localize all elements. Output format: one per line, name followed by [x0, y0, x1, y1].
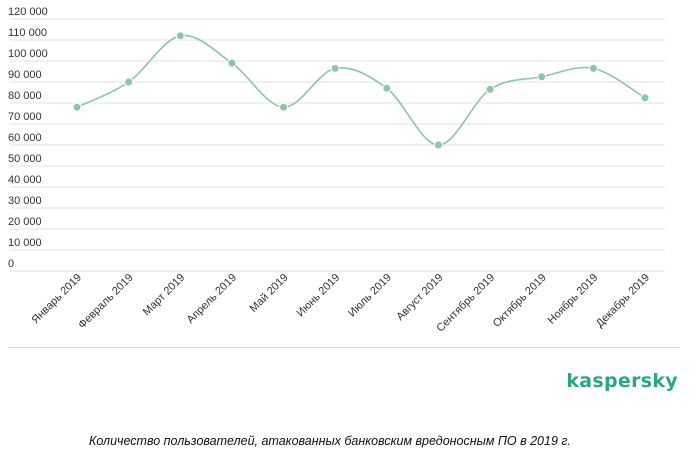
chart-caption: Количество пользователей, атакованных ба… — [88, 434, 572, 448]
y-tick-label: 30 000 — [8, 195, 42, 207]
grid-lines — [10, 18, 665, 272]
y-tick-label: 50 000 — [8, 153, 42, 165]
series-line — [76, 34, 646, 146]
data-point — [72, 102, 82, 112]
y-tick-label: 20 000 — [8, 216, 42, 228]
data-point — [588, 63, 598, 73]
y-tick-label: 60 000 — [8, 132, 42, 144]
data-point — [433, 140, 443, 150]
y-tick-label: 90 000 — [8, 69, 42, 81]
x-tick-label: Май 2019 — [247, 272, 290, 315]
x-tick-label: Декабрь 2019 — [594, 272, 652, 330]
data-point — [124, 77, 134, 87]
series-line-layer — [76, 34, 646, 146]
data-point — [640, 93, 650, 103]
data-point — [537, 72, 547, 82]
x-tick-label: Октябрь 2019 — [491, 272, 549, 330]
x-tick-label: Март 2019 — [141, 272, 188, 319]
line-chart: 0 10 000 20 000 30 000 40 000 50 000 60 000 70 … — [8, 6, 665, 335]
data-point — [382, 83, 392, 93]
y-tick-label: 80 000 — [8, 90, 42, 102]
y-tick-label: 120 000 — [8, 6, 48, 18]
y-tick-label: 10 000 — [8, 237, 42, 249]
data-points — [72, 31, 650, 150]
chart-divider — [8, 347, 680, 348]
x-tick-label: Июнь 2019 — [295, 272, 343, 320]
y-tick-label: 0 — [8, 258, 14, 270]
y-tick-label: 100 000 — [8, 48, 48, 60]
x-tick-label: Июль 2019 — [346, 272, 394, 320]
data-point — [485, 84, 495, 94]
data-point — [330, 63, 340, 73]
y-tick-label: 70 000 — [8, 111, 42, 123]
kaspersky-logo: kaspersky — [566, 370, 678, 392]
x-tick-label: Февраль 2019 — [76, 272, 136, 332]
x-tick-label: Январь 2019 — [30, 272, 85, 327]
data-point — [279, 102, 289, 112]
data-point — [175, 31, 185, 41]
y-tick-label: 40 000 — [8, 174, 42, 186]
y-axis-ticks: 0 10 000 20 000 30 000 40 000 50 000 60 000 70 … — [8, 6, 48, 270]
y-tick-label: 110 000 — [8, 27, 47, 39]
data-point — [227, 58, 237, 68]
x-tick-label: Апрель 2019 — [185, 272, 239, 326]
x-tick-label: Ноябрь 2019 — [546, 272, 601, 327]
x-tick-label: Август 2019 — [394, 272, 445, 323]
